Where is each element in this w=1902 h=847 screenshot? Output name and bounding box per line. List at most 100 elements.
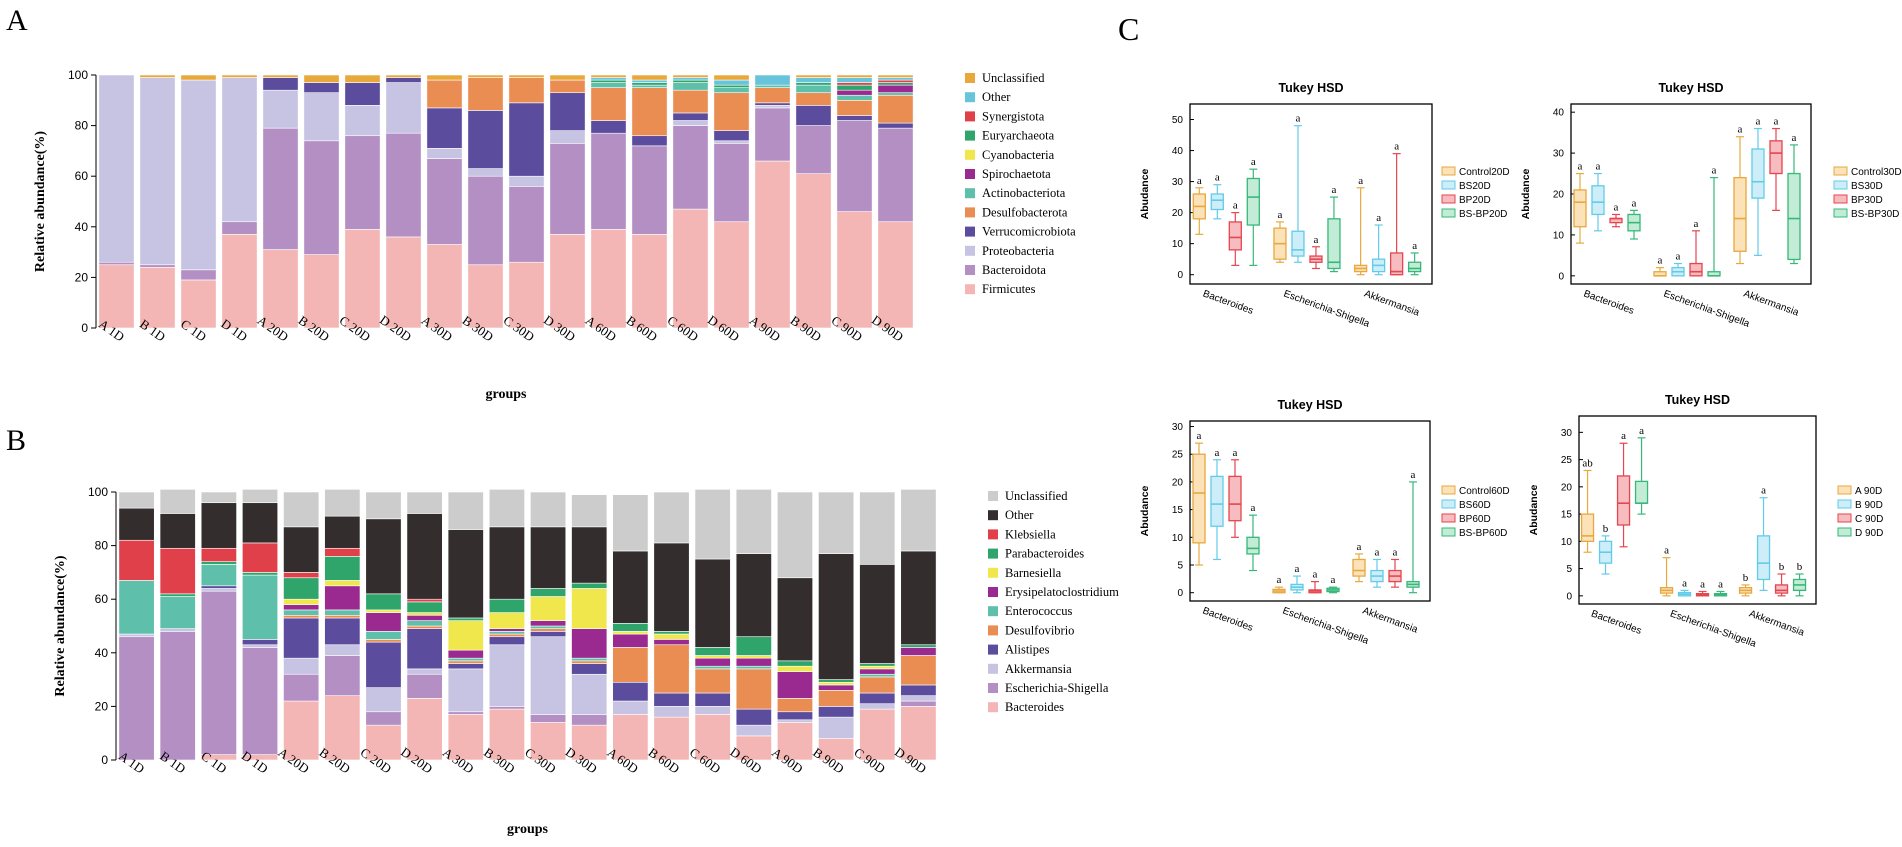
y-tick-label: 20 — [1172, 477, 1184, 488]
x-tick-label: Akkermansia — [1742, 288, 1800, 318]
legend-label: Cyanobacteria — [982, 148, 1055, 162]
bar-segment — [200, 491, 237, 504]
y-axis-label: Relative abundance(%) — [53, 555, 68, 697]
bar-segment — [447, 660, 484, 664]
y-tick-label: 80 — [75, 119, 89, 133]
bar-segment — [200, 547, 237, 562]
legend-label: Spirochaetota — [982, 167, 1051, 181]
bar-segment — [530, 628, 567, 632]
bar-segment — [754, 105, 791, 109]
bar-segment — [180, 74, 217, 81]
bar-segment — [631, 135, 668, 147]
bar-segment — [365, 609, 402, 613]
legend-swatch — [1441, 499, 1456, 509]
bar-segment — [612, 681, 649, 702]
bar-segment — [406, 673, 443, 699]
bar-segment — [242, 639, 279, 646]
bar-segment — [262, 89, 299, 129]
significance-letter: a — [1621, 430, 1626, 442]
bar-segment — [488, 636, 525, 646]
significance-letter: ab — [1582, 457, 1593, 469]
legend-swatch — [965, 226, 975, 237]
bar-segment — [859, 668, 896, 675]
legend-swatch — [965, 169, 975, 179]
bar-segment — [221, 77, 258, 223]
significance-letter: a — [1215, 172, 1220, 184]
bar-segment — [508, 74, 545, 78]
legend-label: BS-BP30D — [1851, 209, 1899, 220]
bar-segment — [590, 87, 627, 121]
significance-letter: a — [1756, 116, 1761, 128]
bar-segment — [653, 633, 690, 640]
bar-segment — [139, 266, 176, 329]
bar-segment — [818, 681, 855, 686]
significance-letter: a — [1376, 212, 1381, 224]
y-tick-label: 30 — [1553, 149, 1565, 160]
box-iqr — [1246, 536, 1260, 555]
legend-label: Bacteroidota — [982, 263, 1046, 277]
significance-letter: a — [1197, 175, 1202, 187]
bar-segment — [488, 633, 525, 638]
significance-letter: a — [1331, 574, 1336, 586]
legend-label: BS60D — [1459, 500, 1491, 511]
bar-segment — [530, 596, 567, 621]
bar-segment — [406, 598, 443, 603]
bar-segment — [200, 561, 237, 565]
bar-segment — [590, 120, 627, 134]
x-tick-label: Bacteroides — [1201, 605, 1254, 633]
bar-segment — [406, 668, 443, 675]
bar-segment — [859, 491, 896, 565]
bar-segment — [467, 168, 504, 177]
significance-letter: a — [1295, 563, 1300, 575]
legend-swatch — [965, 265, 975, 275]
bar-segment — [283, 614, 320, 619]
bar-segment — [447, 529, 484, 619]
x-tick-label: Bacteroides — [1590, 608, 1643, 636]
bar-segment — [713, 221, 750, 329]
bar-segment — [426, 158, 463, 245]
legend-label: Proteobacteria — [982, 244, 1055, 258]
bar-segment — [324, 644, 361, 656]
legend-swatch — [988, 606, 998, 617]
significance-letter: a — [1251, 502, 1256, 514]
bar-segment — [694, 655, 731, 659]
bar-segment — [631, 234, 668, 329]
box-iqr — [1733, 176, 1747, 252]
significance-letter: a — [1233, 447, 1238, 459]
box-iqr — [1389, 252, 1404, 276]
y-tick-label: 80 — [95, 539, 109, 553]
legend-label: D 90D — [1855, 528, 1883, 539]
bar-segment — [713, 140, 750, 144]
bar-segment — [672, 74, 709, 78]
y-tick-label: 5 — [1566, 564, 1572, 575]
bar-segment — [365, 641, 402, 688]
bar-segment — [735, 708, 772, 726]
bar-segment — [795, 77, 832, 83]
bar-segment — [877, 74, 914, 78]
bar-segment — [836, 89, 873, 96]
bar-segment — [467, 110, 504, 169]
significance-letter: a — [1761, 485, 1766, 497]
plot-frame — [1570, 103, 1812, 285]
legend-label: Unclassified — [1005, 489, 1068, 503]
box-iqr — [1291, 230, 1305, 257]
bar-segment — [818, 553, 855, 680]
bar-segment — [631, 84, 668, 88]
bar-segment — [612, 494, 649, 552]
significance-letter: a — [1277, 574, 1282, 586]
bar-segment — [818, 690, 855, 707]
bar-segment — [365, 631, 402, 640]
bar-segment — [694, 558, 731, 648]
x-tick-label: Escherichia-Shigella — [1282, 288, 1371, 329]
legend-label: Other — [1005, 508, 1034, 522]
bar-segment — [385, 132, 422, 238]
significance-letter: a — [1233, 200, 1238, 212]
legend-swatch — [988, 548, 998, 559]
bar-segment — [612, 700, 649, 715]
legend-label: Synergistota — [982, 109, 1045, 123]
bar-segment — [262, 127, 299, 250]
bar-segment — [571, 494, 608, 528]
bar-segment — [508, 186, 545, 263]
legend-label: Escherichia-Shigella — [1005, 681, 1109, 695]
bar-segment — [571, 582, 608, 589]
